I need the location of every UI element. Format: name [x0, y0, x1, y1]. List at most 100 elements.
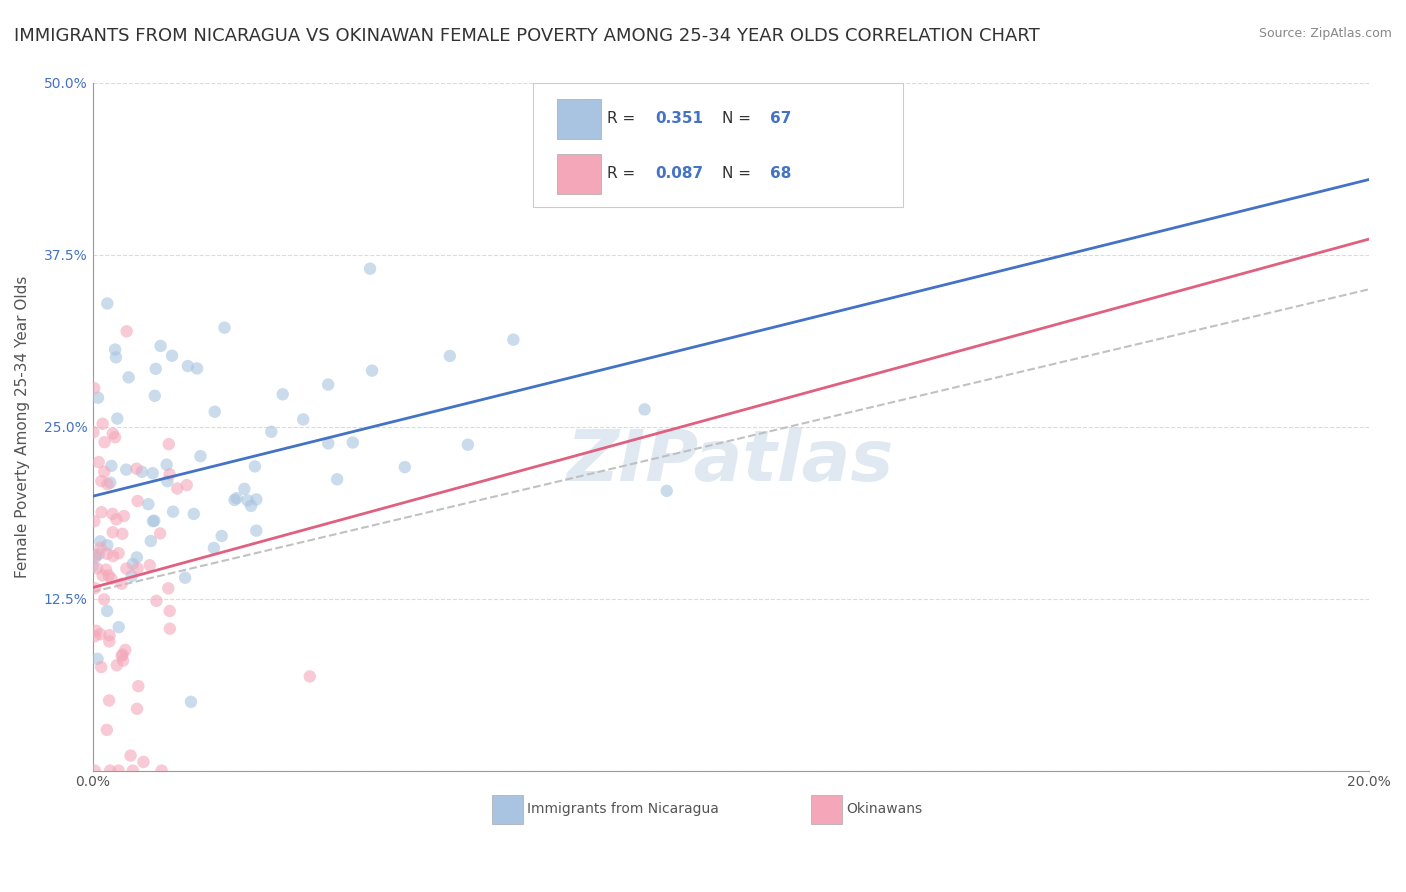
- FancyBboxPatch shape: [557, 99, 600, 138]
- Point: [111, 526, 134, 541]
- Point: [82, 425, 104, 439]
- Point: [115, 561, 138, 575]
- Point: [96, 547, 118, 561]
- Point: [127, 561, 149, 575]
- Point: [84, 549, 107, 563]
- Text: R =: R =: [607, 166, 640, 180]
- Point: [112, 509, 135, 524]
- Text: ZIPatlas: ZIPatlas: [567, 426, 894, 496]
- Point: [86, 652, 108, 666]
- Point: [359, 261, 381, 276]
- Point: [90, 505, 112, 519]
- FancyBboxPatch shape: [492, 795, 523, 823]
- Point: [233, 482, 256, 496]
- FancyBboxPatch shape: [557, 153, 600, 194]
- Point: [316, 436, 339, 450]
- FancyBboxPatch shape: [533, 83, 903, 207]
- Point: [166, 482, 188, 496]
- Point: [439, 349, 461, 363]
- Point: [93, 465, 115, 479]
- Point: [132, 755, 155, 769]
- Point: [145, 362, 167, 376]
- Point: [139, 534, 162, 549]
- Point: [190, 449, 212, 463]
- Point: [204, 405, 226, 419]
- Point: [117, 370, 139, 384]
- Point: [121, 557, 143, 571]
- Text: N =: N =: [721, 111, 756, 126]
- Point: [83, 381, 105, 395]
- Point: [96, 477, 118, 491]
- Point: [105, 512, 128, 526]
- Point: [633, 402, 655, 417]
- Point: [93, 435, 115, 450]
- Point: [159, 622, 181, 636]
- Point: [655, 483, 678, 498]
- Point: [211, 529, 233, 543]
- Point: [104, 343, 127, 357]
- Point: [127, 494, 149, 508]
- Point: [96, 538, 118, 552]
- Point: [125, 702, 148, 716]
- Point: [91, 417, 114, 431]
- Point: [115, 324, 138, 338]
- Point: [84, 624, 107, 638]
- Point: [326, 472, 349, 486]
- Point: [112, 654, 135, 668]
- Point: [180, 695, 202, 709]
- Point: [298, 669, 321, 683]
- Point: [292, 412, 315, 426]
- Point: [177, 359, 200, 373]
- Point: [87, 455, 110, 469]
- Point: [236, 493, 259, 508]
- Text: Source: ZipAtlas.com: Source: ZipAtlas.com: [1258, 27, 1392, 40]
- Point: [202, 541, 225, 555]
- Point: [149, 339, 172, 353]
- Point: [136, 497, 159, 511]
- Point: [157, 437, 180, 451]
- Point: [82, 559, 104, 574]
- Point: [104, 430, 127, 444]
- Point: [100, 572, 122, 586]
- Point: [83, 629, 105, 643]
- Point: [98, 693, 121, 707]
- Text: Immigrants from Nicaragua: Immigrants from Nicaragua: [527, 802, 718, 816]
- Point: [125, 550, 148, 565]
- Point: [98, 628, 121, 642]
- Point: [260, 425, 283, 439]
- Text: 0.087: 0.087: [655, 166, 703, 180]
- Point: [156, 474, 179, 488]
- Point: [174, 571, 197, 585]
- Point: [101, 525, 124, 540]
- Point: [157, 582, 180, 596]
- Point: [105, 411, 128, 425]
- Text: 68: 68: [770, 166, 792, 180]
- Point: [225, 491, 247, 506]
- Point: [84, 581, 107, 595]
- Point: [245, 524, 267, 538]
- Point: [107, 620, 129, 634]
- Point: [143, 389, 166, 403]
- Point: [98, 475, 121, 490]
- Point: [138, 558, 160, 573]
- Point: [107, 546, 129, 560]
- Text: N =: N =: [721, 166, 756, 180]
- Point: [96, 604, 118, 618]
- Point: [93, 592, 115, 607]
- Point: [121, 569, 143, 583]
- Point: [579, 186, 602, 200]
- Text: 0.351: 0.351: [655, 111, 703, 126]
- Point: [91, 568, 114, 582]
- Point: [125, 461, 148, 475]
- Point: [96, 296, 118, 310]
- Point: [361, 364, 384, 378]
- Point: [86, 561, 108, 575]
- Point: [394, 460, 416, 475]
- Text: R =: R =: [607, 111, 640, 126]
- Point: [121, 764, 143, 778]
- Point: [271, 387, 294, 401]
- Point: [101, 549, 124, 563]
- Point: [342, 435, 364, 450]
- Point: [114, 643, 136, 657]
- Point: [111, 648, 134, 662]
